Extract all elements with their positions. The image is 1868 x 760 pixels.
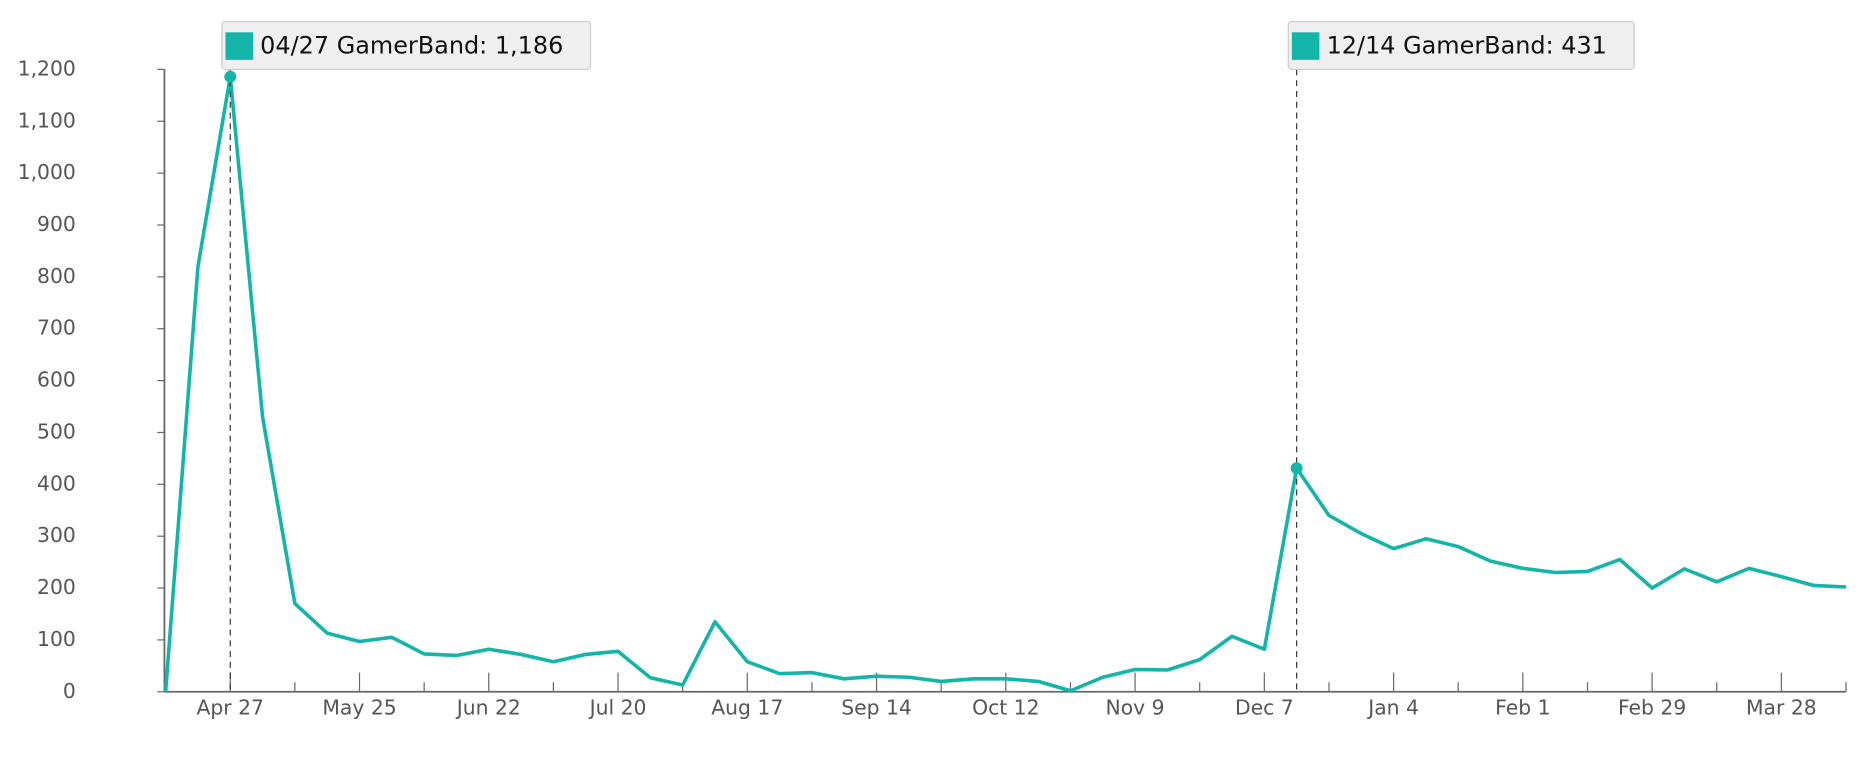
y-tick-label: 1,200 xyxy=(18,56,76,80)
y-tick-label: 400 xyxy=(37,471,76,495)
x-tick-label: Dec 7 xyxy=(1235,696,1294,720)
x-tick-label: Mar 28 xyxy=(1746,696,1817,720)
x-tick-label: Jul 20 xyxy=(588,696,647,720)
tooltip: 04/27 GamerBand: 1,186 xyxy=(221,20,592,71)
x-tick-label: Jan 4 xyxy=(1366,696,1419,720)
x-tick-label: Jun 22 xyxy=(455,696,521,720)
y-tick-label: 200 xyxy=(37,575,76,599)
y-tick-label: 100 xyxy=(37,627,76,651)
tooltip: 12/14 GamerBand: 431 xyxy=(1287,20,1635,71)
y-tick-label: 700 xyxy=(37,316,76,340)
x-tick-label: Oct 12 xyxy=(972,696,1039,720)
tooltip-text: 04/27 GamerBand: 1,186 xyxy=(260,32,563,60)
y-tick-label: 0 xyxy=(63,679,76,703)
x-tick-label: Nov 9 xyxy=(1106,696,1165,720)
x-tick-label: Apr 27 xyxy=(197,696,265,720)
tooltip-swatch xyxy=(225,32,253,60)
tooltip-swatch xyxy=(1291,32,1320,60)
y-tick-label: 1,100 xyxy=(18,108,76,132)
y-tick-label: 900 xyxy=(37,212,76,236)
tooltip-text: 12/14 GamerBand: 431 xyxy=(1327,32,1607,60)
series-line xyxy=(163,74,1847,693)
y-tick-label: 600 xyxy=(37,368,76,392)
x-tick-label: May 25 xyxy=(322,696,396,720)
y-tick-label: 500 xyxy=(37,419,76,443)
hover-point xyxy=(1290,462,1303,475)
hover-point xyxy=(224,70,237,83)
y-tick-label: 1,000 xyxy=(18,160,76,184)
x-tick-label: Feb 29 xyxy=(1618,696,1686,720)
tooltip-box xyxy=(1287,20,1635,71)
tooltip-box xyxy=(221,20,592,71)
y-tick-label: 800 xyxy=(37,264,76,288)
x-tick-label: Feb 1 xyxy=(1495,696,1550,720)
x-tick-label: Sep 14 xyxy=(841,696,912,720)
x-tick-label: Aug 17 xyxy=(711,696,783,720)
y-tick-label: 300 xyxy=(37,523,76,547)
